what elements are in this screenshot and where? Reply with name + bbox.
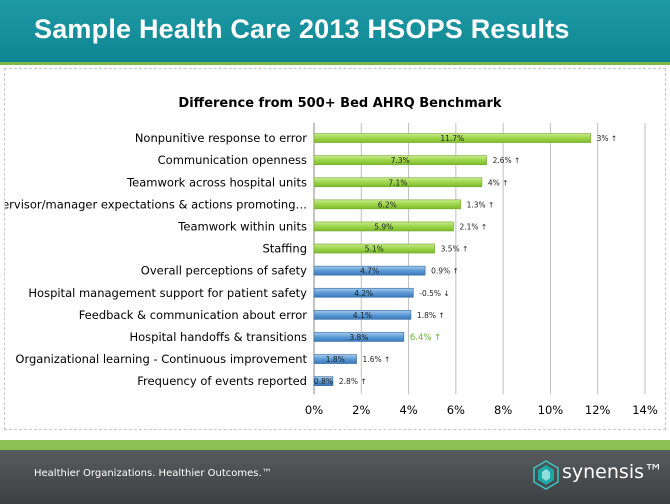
bar [313,221,454,232]
page-title: Sample Health Care 2013 HSOPS Results [34,14,570,44]
brand-name: synensis™ [562,461,663,483]
footer-tagline: Healthier Organizations. Healthier Outco… [34,468,272,479]
footer-band [0,440,670,450]
bar [313,310,412,320]
x-tick-label: 14% [632,403,658,417]
value-label: 1.8% [326,355,345,364]
header-bar: Sample Health Care 2013 HSOPS Results [0,0,670,62]
bar [313,332,405,342]
bar [313,199,461,210]
value-label: 7.1% [388,178,407,187]
change-label: 3.5% ↑ [441,245,469,254]
bar [313,177,483,188]
x-tick-label: 12% [585,403,611,417]
bar [313,265,426,276]
change-label: 3% ↑ [597,134,618,143]
value-label: 5.1% [365,245,384,254]
change-label: 2.8% ↑ [339,377,367,386]
x-tick-label: 8% [494,403,512,417]
chart-frame: Difference from 500+ Bed AHRQ Benchmark 0… [4,68,666,430]
value-label: 4.2% [354,289,373,298]
bar [313,155,487,165]
x-tick-label: 4% [399,403,417,417]
change-label: 1.3% ↑ [467,200,495,209]
change-label: 1.6% ↑ [363,355,391,364]
category-label: Teamwork across hospital units [126,175,307,189]
x-tick-label: 0% [305,403,323,417]
value-label: 4.1% [353,311,372,320]
x-tick-label: 10% [538,403,564,417]
value-label: 3.8% [349,333,368,342]
change-label: 6.4% ↑ [410,333,441,343]
bar [313,376,334,386]
chart-title: Difference from 500+ Bed AHRQ Benchmark [178,96,502,111]
x-tick-label: 6% [447,403,465,417]
category-label: Frequency of events reported [137,374,307,388]
value-label: 4.7% [360,267,379,276]
change-label: 2.1% ↑ [459,222,487,231]
bar [313,243,435,254]
change-label: 2.6% ↑ [493,156,521,165]
brand-logo: synensis™ [530,456,670,496]
bar-chart: Difference from 500+ Bed AHRQ Benchmark 0… [5,96,658,417]
category-label: Communication openness [158,153,307,167]
value-label: 7.3% [391,156,410,165]
value-label: 5.9% [374,222,393,231]
change-label: 0.9% ↑ [431,267,459,276]
change-label: 4% ↑ [488,178,509,187]
change-label: 1.8% ↑ [417,311,445,320]
bar [313,287,414,298]
header-rule [0,62,670,65]
value-label: 0.8% [314,377,333,386]
category-label: Hospital management support for patient … [28,286,307,300]
bar [313,354,357,364]
category-label: Overall perceptions of safety [141,264,307,278]
x-tick-label: 2% [352,403,370,417]
category-label: Staffing [262,242,307,256]
value-label: 6.2% [378,200,397,209]
bar [313,133,591,143]
category-label: Supervisor/manager expectations & action… [5,197,307,211]
change-label: -0.5% ↓ [419,289,449,298]
category-label: Organizational learning - Continuous imp… [15,352,307,366]
category-label: Teamwork within units [177,219,307,233]
category-label: Feedback & communication about error [79,308,308,322]
category-label: Hospital handoffs & transitions [129,330,307,344]
synensis-logo-icon [533,460,559,490]
value-label: 11.7% [440,134,464,143]
category-label: Nonpunitive response to error [135,131,307,145]
